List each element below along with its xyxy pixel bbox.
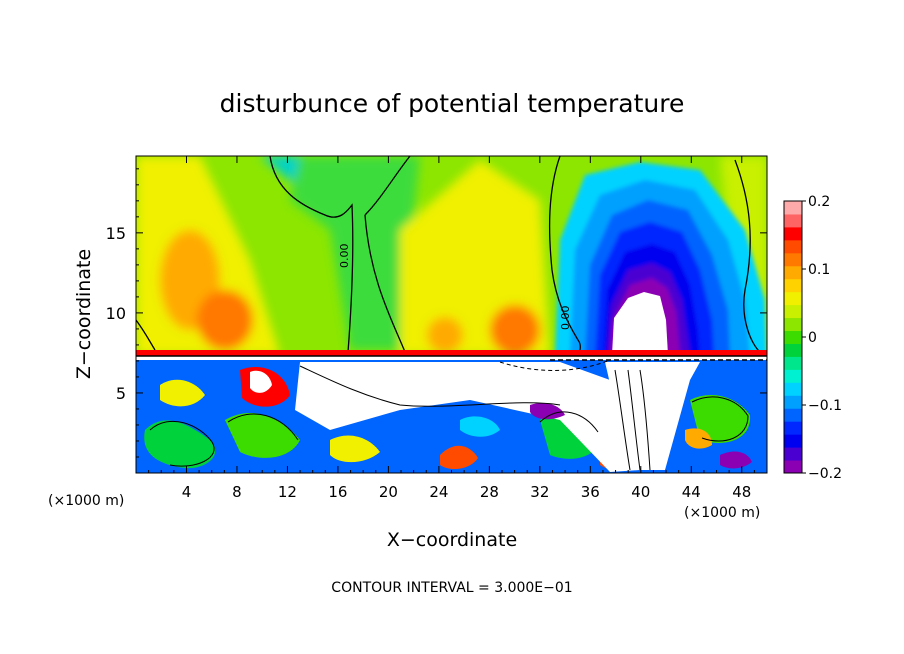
colorbar-swatch xyxy=(784,434,802,448)
x-tick-label: 44 xyxy=(682,483,701,501)
colorbar-tick-label: −0.2 xyxy=(808,466,842,482)
contour-interval: CONTOUR INTERVAL = 3.000E−01 xyxy=(331,580,572,596)
colorbar-swatch xyxy=(784,421,802,435)
x-tick-label: 40 xyxy=(631,483,650,501)
colorbar-swatch xyxy=(784,330,802,344)
x-tick-label: 28 xyxy=(480,483,499,501)
interface-band-2 xyxy=(136,356,767,362)
lower-cyan-1 xyxy=(460,416,500,437)
colorbar-swatch xyxy=(784,343,802,357)
lower-field xyxy=(144,362,752,472)
colorbar-swatch xyxy=(784,239,802,254)
x-tick-label: 12 xyxy=(278,483,297,501)
lower-white-band xyxy=(295,362,640,472)
lower-contour-6 xyxy=(539,411,599,433)
lower-purple-1 xyxy=(530,403,565,420)
colorbar-tick-label: −0.1 xyxy=(808,398,842,414)
lower-contour-1 xyxy=(149,420,215,467)
colorbar-ticks: 0.2 0.1 0 −0.1 −0.2 xyxy=(802,194,842,482)
x-axis-label: X−coordinate xyxy=(387,529,517,551)
colorbar-swatch xyxy=(784,278,802,293)
colorbar-swatch xyxy=(784,460,802,474)
lower-contour-4 xyxy=(614,369,651,471)
plot-area: 0.00 0.00 xyxy=(136,156,767,473)
field-orange-3 xyxy=(490,305,540,355)
colorbar-swatch xyxy=(784,201,802,215)
field-orange-4 xyxy=(427,317,463,353)
lower-green-4 xyxy=(690,395,751,443)
contour-label-1: 0.00 xyxy=(338,244,351,269)
colorbar-swatch xyxy=(784,395,802,409)
contour-label-2: 0.00 xyxy=(559,306,572,331)
x-tick-label: 32 xyxy=(530,483,549,501)
x-tick-label: 20 xyxy=(379,483,398,501)
colorbar-swatch xyxy=(784,226,802,241)
colorbar-swatch xyxy=(784,213,802,228)
chart-title: disturbunce of potential temperature xyxy=(220,89,685,118)
x-axis: 4 8 12 16 20 24 28 32 36 40 44 48 xyxy=(148,156,755,501)
colorbar-swatch xyxy=(784,356,802,370)
x-unit-right: (×1000 m) xyxy=(684,505,760,521)
y-tick-label: 15 xyxy=(106,224,126,243)
cold-core-white xyxy=(612,292,668,355)
x-tick-label: 36 xyxy=(581,483,600,501)
lower-yellow-2 xyxy=(330,435,380,463)
x-tick-label: 16 xyxy=(328,483,347,501)
x-tick-label: 24 xyxy=(429,483,448,501)
x-tick-label: 48 xyxy=(732,483,751,501)
lower-contours xyxy=(149,359,749,471)
lower-contour-5 xyxy=(691,396,749,442)
colorbar-swatch xyxy=(784,304,802,319)
x-tick-label: 8 xyxy=(232,483,242,501)
colorbar-swatch xyxy=(784,382,802,396)
upper-field xyxy=(136,156,767,355)
colorbar-swatch xyxy=(784,369,802,383)
y-axis-label: Z−coordinate xyxy=(73,249,95,379)
colorbar-tick-label: 0 xyxy=(808,330,817,346)
interface-band xyxy=(136,350,767,360)
x-unit-left: (×1000 m) xyxy=(48,493,124,509)
lower-contour-3 xyxy=(299,365,561,407)
lower-contour-2 xyxy=(227,413,299,441)
lower-yellow-1 xyxy=(160,379,205,407)
x-tick-label: 4 xyxy=(182,483,192,501)
y-tick-label: 5 xyxy=(116,384,126,403)
contour-left xyxy=(136,319,156,351)
colorbar-swatch xyxy=(784,265,802,280)
colorbar-swatch xyxy=(784,252,802,267)
lower-white-2 xyxy=(605,362,700,470)
lower-purple-2 xyxy=(720,451,752,469)
colorbar-swatch xyxy=(784,291,802,306)
upper-contour-labels: 0.00 0.00 xyxy=(338,244,572,331)
lower-green-1 xyxy=(144,420,216,469)
interface-contours xyxy=(136,355,767,361)
lower-red-2 xyxy=(440,445,478,470)
contour-cold xyxy=(548,156,761,356)
lower-green-2 xyxy=(225,412,300,458)
y-tick-label: 10 xyxy=(106,304,126,323)
field-orange-2 xyxy=(197,290,253,350)
colorbar xyxy=(784,201,802,474)
y-axis: 5 10 15 xyxy=(106,168,767,458)
contour-tongue xyxy=(269,156,411,353)
lower-white-3 xyxy=(250,370,272,393)
colorbar-swatch xyxy=(784,408,802,422)
colorbar-swatch xyxy=(784,317,802,332)
colorbar-swatch xyxy=(784,447,802,461)
field-tongue-green xyxy=(290,156,420,350)
colorbar-tick-label: 0.1 xyxy=(808,262,830,278)
upper-contours xyxy=(136,156,761,356)
lower-orange-1 xyxy=(685,428,712,449)
colorbar-tick-label: 0.2 xyxy=(808,194,830,210)
lower-contour-7 xyxy=(499,359,611,371)
